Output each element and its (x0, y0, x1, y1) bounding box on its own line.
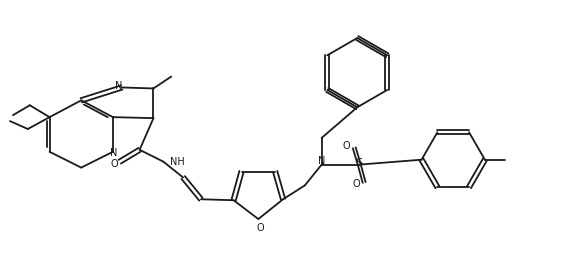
Text: S: S (355, 158, 363, 168)
Text: N: N (115, 81, 122, 92)
Text: NH: NH (170, 157, 185, 167)
Text: O: O (110, 159, 118, 169)
Text: O: O (343, 141, 350, 151)
Text: O: O (353, 179, 360, 190)
Text: N: N (318, 156, 325, 166)
Text: O: O (257, 223, 264, 233)
Text: N: N (110, 148, 118, 158)
